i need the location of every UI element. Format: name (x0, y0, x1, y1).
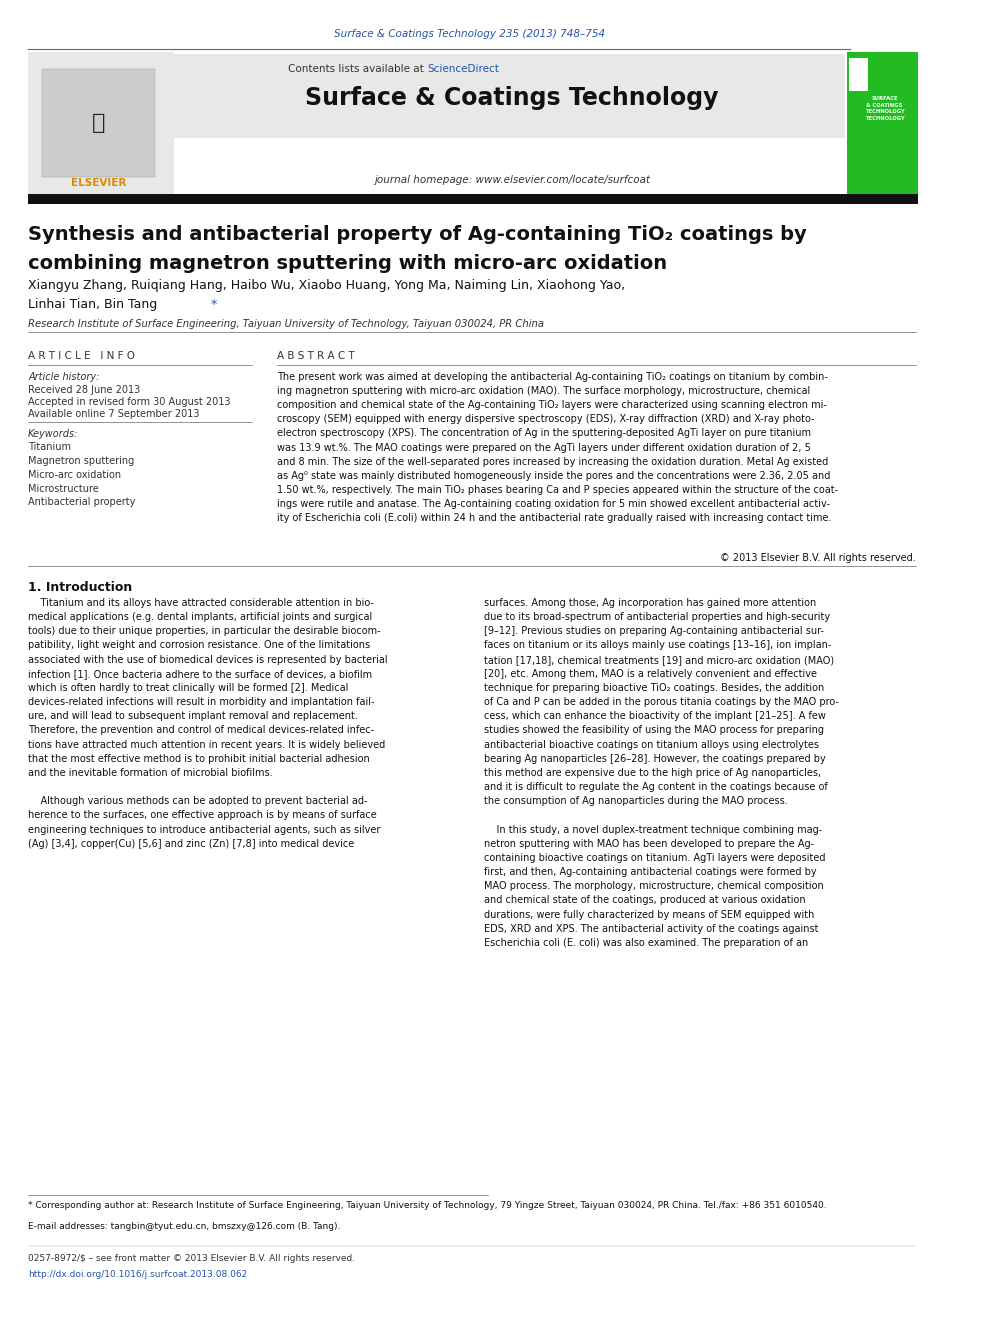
Text: © 2013 Elsevier B.V. All rights reserved.: © 2013 Elsevier B.V. All rights reserved… (720, 553, 916, 564)
Text: ELSEVIER: ELSEVIER (70, 177, 126, 188)
Text: 1. Introduction: 1. Introduction (28, 581, 132, 594)
Text: A R T I C L E   I N F O: A R T I C L E I N F O (28, 351, 135, 361)
Text: Magnetron sputtering: Magnetron sputtering (28, 455, 135, 466)
Text: SURFACE
& COATINGS
TECHNOLOGY
TECHNOLOGY: SURFACE & COATINGS TECHNOLOGY TECHNOLOGY (865, 97, 905, 120)
FancyBboxPatch shape (847, 52, 918, 194)
Text: Surface & Coatings Technology 235 (2013) 748–754: Surface & Coatings Technology 235 (2013)… (334, 29, 605, 40)
FancyBboxPatch shape (28, 194, 918, 204)
Text: A B S T R A C T: A B S T R A C T (277, 351, 355, 361)
FancyBboxPatch shape (849, 58, 868, 91)
Text: Keywords:: Keywords: (28, 429, 78, 439)
Text: Synthesis and antibacterial property of Ag-containing TiO₂ coatings by: Synthesis and antibacterial property of … (28, 225, 806, 243)
Text: journal homepage: www.elsevier.com/locate/surfcoat: journal homepage: www.elsevier.com/locat… (374, 175, 650, 185)
Text: Contents lists available at: Contents lists available at (289, 64, 428, 74)
Text: Linhai Tian, Bin Tang: Linhai Tian, Bin Tang (28, 298, 162, 311)
Text: 🌳: 🌳 (92, 112, 105, 134)
Text: Microstructure: Microstructure (28, 483, 99, 493)
Text: Received 28 June 2013: Received 28 June 2013 (28, 385, 141, 396)
Text: combining magnetron sputtering with micro-arc oxidation: combining magnetron sputtering with micr… (28, 254, 668, 273)
Text: http://dx.doi.org/10.1016/j.surfcoat.2013.08.062: http://dx.doi.org/10.1016/j.surfcoat.201… (28, 1270, 247, 1279)
FancyBboxPatch shape (43, 69, 155, 177)
Text: Article history:: Article history: (28, 372, 99, 382)
Text: Titanium and its alloys have attracted considerable attention in bio-
medical ap: Titanium and its alloys have attracted c… (28, 598, 388, 849)
Text: surfaces. Among those, Ag incorporation has gained more attention
due to its bro: surfaces. Among those, Ag incorporation … (484, 598, 838, 947)
Text: Research Institute of Surface Engineering, Taiyuan University of Technology, Tai: Research Institute of Surface Engineerin… (28, 319, 545, 329)
Text: Xiangyu Zhang, Ruiqiang Hang, Haibo Wu, Xiaobo Huang, Yong Ma, Naiming Lin, Xiao: Xiangyu Zhang, Ruiqiang Hang, Haibo Wu, … (28, 279, 625, 292)
FancyBboxPatch shape (174, 54, 845, 138)
Text: Titanium: Titanium (28, 442, 71, 452)
Text: Antibacterial property: Antibacterial property (28, 497, 136, 508)
Text: Available online 7 September 2013: Available online 7 September 2013 (28, 409, 199, 419)
Text: * Corresponding author at: Research Institute of Surface Engineering, Taiyuan Un: * Corresponding author at: Research Inst… (28, 1201, 826, 1211)
Text: 0257-8972/$ – see front matter © 2013 Elsevier B.V. All rights reserved.: 0257-8972/$ – see front matter © 2013 El… (28, 1254, 355, 1263)
Text: Accepted in revised form 30 August 2013: Accepted in revised form 30 August 2013 (28, 397, 231, 407)
Text: *: * (210, 298, 216, 311)
Text: Surface & Coatings Technology: Surface & Coatings Technology (306, 86, 718, 110)
Text: The present work was aimed at developing the antibacterial Ag-containing TiO₂ co: The present work was aimed at developing… (277, 372, 838, 524)
Text: ScienceDirect: ScienceDirect (428, 64, 499, 74)
Text: Micro-arc oxidation: Micro-arc oxidation (28, 470, 121, 480)
Text: E-mail addresses: tangbin@tyut.edu.cn, bmszxy@126.com (B. Tang).: E-mail addresses: tangbin@tyut.edu.cn, b… (28, 1222, 340, 1232)
FancyBboxPatch shape (28, 52, 174, 194)
